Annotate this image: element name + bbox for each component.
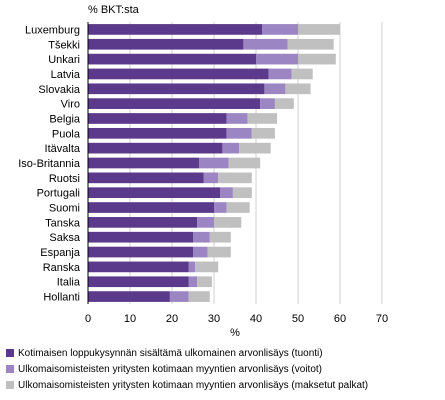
bar-segment — [298, 24, 340, 35]
legend: Kotimaisen loppukysynnän sisältämä ulkom… — [6, 345, 368, 393]
bar-segment — [88, 187, 221, 199]
bar-segment — [88, 291, 170, 302]
legend-label: Ulkomaisomisteisten yritysten kotimaan m… — [18, 363, 322, 375]
bar-segment — [207, 246, 231, 258]
x-tick-label: 70 — [376, 313, 388, 325]
category-label: Ranska — [43, 262, 81, 274]
category-label: Espanja — [40, 247, 81, 259]
category-label: Tšekki — [48, 39, 80, 51]
bar-segment — [243, 38, 288, 50]
x-tick-label: 40 — [250, 313, 262, 325]
legend-swatch — [6, 381, 14, 389]
category-label: Ruotsi — [49, 173, 80, 185]
category-label: Portugali — [37, 188, 80, 200]
bar-segment — [291, 68, 313, 80]
bar-segment — [88, 202, 214, 213]
bar-segment — [88, 24, 263, 35]
category-label: Unkari — [48, 54, 80, 66]
unit-label: % BKT:sta — [88, 4, 139, 16]
bar-segment — [88, 113, 227, 124]
bar-segment — [285, 83, 311, 95]
category-label: Suomi — [49, 203, 80, 215]
bar-segment — [226, 113, 248, 124]
bar-segment — [262, 24, 298, 35]
bar-segment — [209, 231, 231, 243]
x-tick-label: 30 — [208, 313, 220, 325]
x-tick-label: 0 — [85, 313, 91, 325]
x-tick-label: 60 — [334, 313, 346, 325]
category-label: Hollanti — [43, 292, 80, 304]
x-axis-label: % — [230, 327, 240, 339]
bar-segment — [88, 157, 200, 169]
bar-segment — [188, 276, 198, 288]
bar-segment — [88, 276, 189, 288]
bar-segment — [188, 261, 196, 273]
bar-segment — [88, 98, 261, 109]
bar-segment — [169, 291, 189, 302]
bar-segment — [251, 127, 275, 139]
bar-segment — [268, 68, 292, 80]
bar-segment — [232, 187, 252, 199]
bar-segment — [193, 246, 208, 258]
category-label: Belgia — [49, 113, 80, 125]
category-label: Saksa — [49, 232, 80, 244]
bar-segment — [247, 113, 277, 124]
bar-segment — [88, 217, 198, 228]
bar-segment — [88, 38, 244, 50]
category-label: Viro — [61, 99, 80, 111]
category-label: Iso-Britannia — [18, 158, 81, 170]
bar-segment — [197, 217, 214, 228]
bar-segment — [203, 172, 219, 184]
bar-segment — [298, 53, 336, 65]
bar-segment — [260, 98, 275, 109]
bar-segment — [199, 157, 229, 169]
category-label: Puola — [52, 128, 81, 140]
bar-segment — [197, 276, 212, 288]
category-label: Tanska — [45, 217, 81, 229]
bar-segment — [88, 53, 256, 65]
bar-segment — [88, 68, 269, 80]
legend-item: Ulkomaisomisteisten yritysten kotimaan m… — [6, 377, 368, 393]
bar-segment — [193, 231, 210, 243]
bar-segment — [287, 38, 334, 50]
bar-segment — [214, 217, 242, 228]
legend-label: Ulkomaisomisteisten yritysten kotimaan m… — [18, 379, 369, 391]
legend-swatch — [6, 365, 14, 373]
bar-segment — [195, 261, 219, 273]
bar-segment — [256, 53, 298, 65]
category-label: Italia — [57, 277, 81, 289]
category-label: Slovakia — [38, 84, 80, 96]
x-tick-label: 10 — [124, 313, 136, 325]
bar-segment — [226, 202, 250, 213]
category-label: Itävalta — [45, 143, 81, 155]
bar-segment — [218, 172, 252, 184]
bar-segment — [239, 142, 271, 154]
category-label: Luxemburg — [25, 24, 80, 36]
legend-item: Kotimaisen loppukysynnän sisältämä ulkom… — [6, 345, 368, 361]
legend-item: Ulkomaisomisteisten yritysten kotimaan m… — [6, 361, 368, 377]
legend-swatch — [6, 349, 14, 357]
legend-label: Kotimaisen loppukysynnän sisältämä ulkom… — [18, 347, 323, 359]
bar-segment — [88, 261, 189, 273]
bar-segment — [88, 246, 193, 258]
bar-segment — [214, 202, 227, 213]
bar-segment — [88, 142, 223, 154]
bar-segment — [264, 83, 286, 95]
bar-segment — [220, 187, 233, 199]
bar-segment — [88, 127, 227, 139]
bar-segment — [88, 83, 265, 95]
bar-segment — [274, 98, 294, 109]
bar-segment — [228, 157, 261, 169]
bar-segment — [226, 127, 252, 139]
bar-segment — [188, 291, 210, 302]
x-tick-label: 50 — [292, 313, 304, 325]
category-label: Latvia — [51, 69, 81, 81]
x-tick-label: 20 — [166, 313, 178, 325]
bar-segment — [222, 142, 240, 154]
bar-segment — [88, 172, 204, 184]
bar-segment — [88, 231, 193, 243]
